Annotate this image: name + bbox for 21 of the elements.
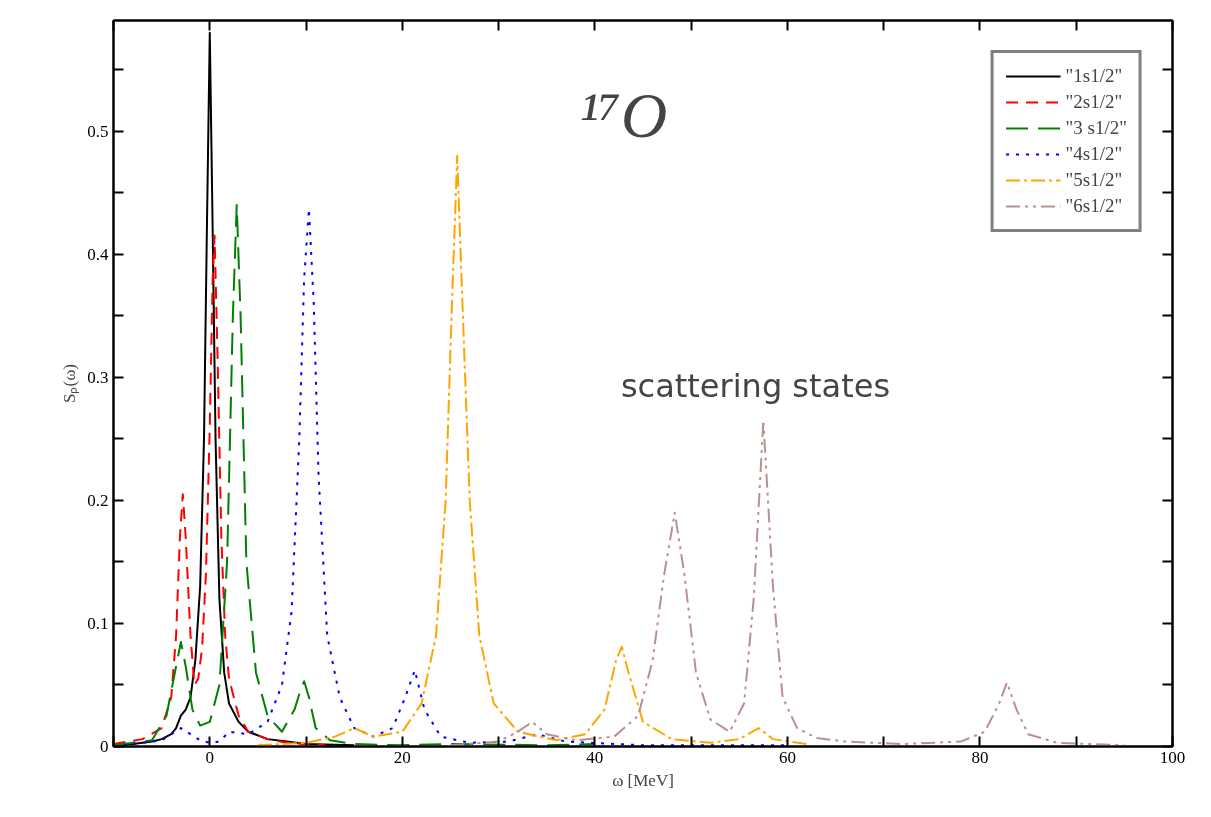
legend-label: "2s1/2" [1065, 91, 1123, 113]
legend-label: "3 s1/2" [1065, 117, 1127, 139]
legend-label: "5s1/2" [1065, 169, 1123, 191]
x-tick-label: 40 [586, 747, 604, 767]
legend-label: "4s1/2" [1065, 143, 1123, 165]
x-tick-label: 20 [393, 747, 411, 767]
y-tick-label: 0.2 [87, 490, 109, 510]
y-tick-label: 0.3 [87, 367, 109, 387]
legend-label: "1s1/2" [1065, 65, 1123, 87]
x-axis-title: ω [MeV] [612, 770, 674, 790]
y-tick-label: 0.1 [87, 613, 109, 633]
legend-label: "6s1/2" [1065, 195, 1123, 217]
x-tick-label: 100 [1159, 747, 1186, 767]
annotation: ¹⁷O [579, 79, 668, 151]
y-axis-title: Sₚ(ω) [60, 364, 81, 403]
y-tick-label: 0.4 [87, 244, 109, 264]
annotation: scattering states [620, 366, 891, 405]
y-tick-label: 0.5 [87, 121, 109, 141]
x-tick-label: 80 [971, 747, 989, 767]
x-tick-label: 0 [205, 747, 215, 767]
x-tick-label: 60 [778, 747, 796, 767]
